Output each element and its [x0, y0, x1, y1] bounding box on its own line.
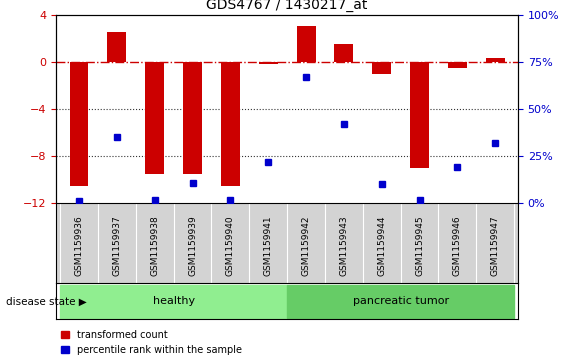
Text: GSM1159942: GSM1159942 — [302, 215, 311, 276]
Bar — [334, 44, 354, 62]
Bar — [259, 62, 278, 64]
Bar — [448, 62, 467, 68]
Bar — [145, 62, 164, 174]
Bar — [297, 26, 315, 62]
Bar — [486, 58, 504, 62]
Bar — [221, 62, 240, 185]
Text: GSM1159944: GSM1159944 — [377, 215, 386, 276]
Bar — [183, 62, 202, 174]
Bar — [372, 62, 391, 74]
Text: healthy: healthy — [153, 296, 195, 306]
Text: GSM1159936: GSM1159936 — [74, 215, 83, 276]
Text: GSM1159945: GSM1159945 — [415, 215, 424, 276]
Text: GSM1159940: GSM1159940 — [226, 215, 235, 276]
Text: GSM1159937: GSM1159937 — [113, 215, 122, 276]
Text: GSM1159938: GSM1159938 — [150, 215, 159, 276]
Text: GSM1159943: GSM1159943 — [339, 215, 348, 276]
Bar — [108, 32, 126, 62]
Legend: transformed count, percentile rank within the sample: transformed count, percentile rank withi… — [61, 330, 242, 355]
Text: GSM1159947: GSM1159947 — [491, 215, 500, 276]
Text: pancreatic tumor: pancreatic tumor — [352, 296, 449, 306]
Text: GSM1159939: GSM1159939 — [188, 215, 197, 276]
Text: GSM1159941: GSM1159941 — [263, 215, 272, 276]
Bar — [70, 62, 88, 185]
Title: GDS4767 / 1430217_at: GDS4767 / 1430217_at — [207, 0, 368, 12]
Text: GSM1159946: GSM1159946 — [453, 215, 462, 276]
Bar — [60, 285, 287, 318]
Text: disease state ▶: disease state ▶ — [6, 296, 86, 306]
Bar — [287, 285, 514, 318]
Bar — [410, 62, 429, 168]
